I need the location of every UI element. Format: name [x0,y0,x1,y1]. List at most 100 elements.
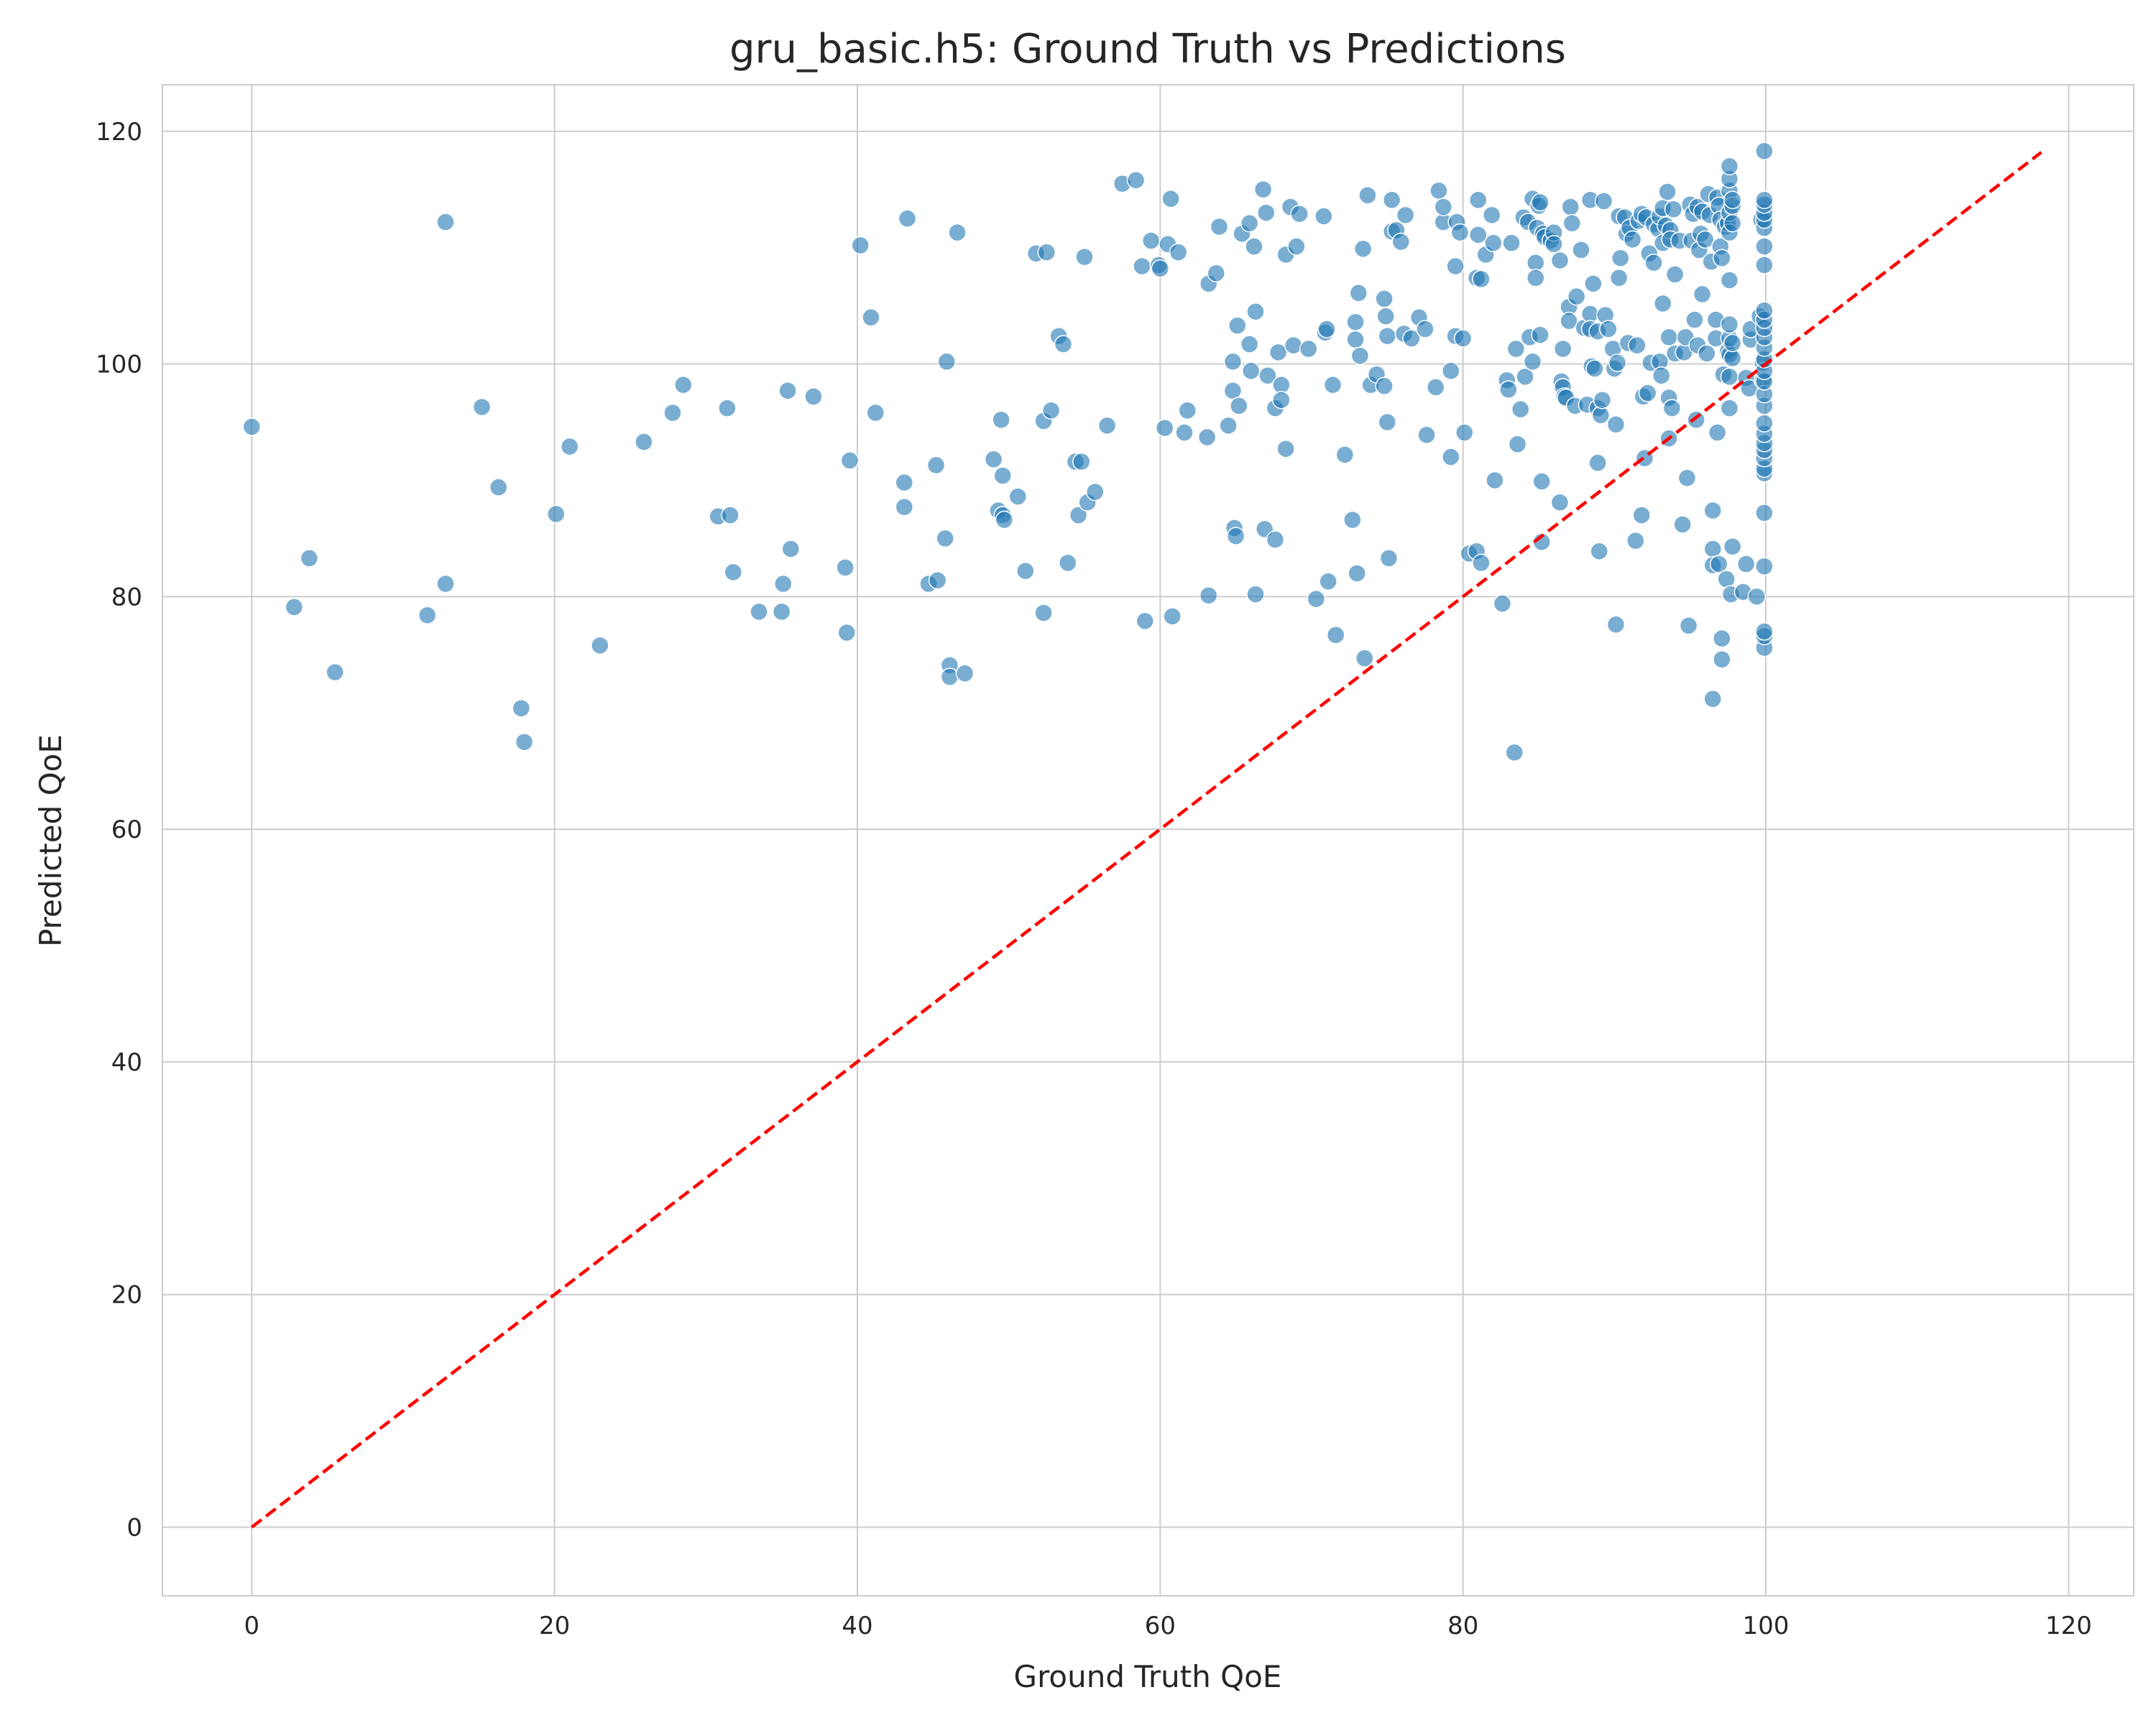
x-tick-label: 60 [1145,1612,1176,1640]
scatter-point [1606,415,1626,434]
scatter-point [1299,339,1318,359]
scatter-point [1450,223,1470,242]
scatter-point [1326,626,1345,644]
scatter-point [635,433,653,451]
scatter-point [1755,622,1774,641]
y-axis-label: Predicted QoE [33,734,68,947]
scatter-point [436,213,455,231]
scatter-point [836,558,854,577]
scatter-point [1219,416,1238,435]
scatter-point [1442,361,1460,381]
scatter-point [1485,471,1504,490]
scatter-point [837,623,857,642]
scatter-point [1375,376,1393,396]
scatter-point [1720,315,1739,334]
scatter-point [1133,257,1151,276]
scatter-point [1628,336,1646,355]
scatter-point [993,466,1013,485]
tick-labels: 0 20 40 60 80 100 120 0 20 40 60 80 100 120 [96,118,2092,1640]
scatter-point [1720,271,1739,290]
scatter-point [724,563,742,582]
scatter-point [1086,482,1105,502]
scatter-point [1016,561,1035,581]
scatter-point [1608,354,1627,372]
scatter-point [1499,380,1518,399]
scatter-point [804,387,823,406]
scatter-point [1323,375,1342,394]
scatter-point [1034,604,1053,622]
scatter-point [1207,264,1226,283]
scatter-point [1472,553,1491,573]
scatter-point [1755,190,1774,210]
scatter-point [1723,333,1742,353]
scatter-point [1523,352,1542,371]
scatter-point [472,397,492,417]
scatter-point [436,574,455,593]
scatter-point [1591,406,1611,425]
scatter-point [1720,399,1739,417]
scatter-point [1720,157,1739,176]
scatter-point [1703,690,1723,708]
scatter-point [547,504,566,524]
scatter-point [1469,226,1488,244]
scatter-point [1692,285,1712,304]
scatter-point [1054,335,1073,354]
scatter-point [1599,320,1618,338]
y-tick-label: 60 [111,816,142,844]
scatter-point [1349,284,1368,302]
scatter-point [995,510,1014,530]
scatter-point [1346,330,1365,349]
scatter-point [840,451,860,470]
scatter-point [984,450,1003,469]
scatter-point [1482,205,1501,225]
scatter-point [1755,557,1774,576]
y-tick-label: 120 [96,118,142,147]
scatter-point [1736,555,1756,573]
scatter-point [1508,435,1527,454]
scatter-point [1257,203,1276,222]
plot-frame [162,84,2134,1597]
scatter-point [1723,213,1742,233]
scatter-point [1230,397,1248,415]
scatter-point [1290,204,1309,223]
scatter-point [1434,198,1453,216]
scatter-point [1585,359,1604,378]
scatter-point [673,375,693,394]
scatter-point [1375,290,1393,308]
scatter-point [1590,542,1609,560]
scatter-point [1703,501,1723,520]
x-tick-label: 0 [244,1612,259,1640]
scatter-point [1588,453,1607,472]
x-tick-label: 80 [1447,1612,1478,1640]
scatter-point [1335,445,1355,464]
scatter-point [750,602,768,622]
scatter-point [591,636,609,655]
scatter-point [1319,572,1337,591]
scatter-point [1266,530,1285,549]
scatter-point [1593,390,1612,410]
scatter-point [1632,506,1651,525]
scatter-point [1072,452,1091,471]
scatter-point [1755,237,1774,256]
scatter-point [1346,313,1365,332]
scatter-point [1402,329,1421,348]
scatter-point [326,662,344,682]
scatter-point [1268,343,1288,362]
scatter-point [1429,181,1448,200]
scatter-point [1126,171,1146,190]
scatter-point [1506,339,1526,359]
scatter-point [851,236,870,255]
scatter-point [1606,615,1626,634]
scatter-point [1226,527,1245,545]
scatter-point [489,478,508,496]
scatter-point [1246,585,1265,604]
scatter-point [1059,553,1077,573]
scatter-point [721,506,740,525]
scatter-point [515,732,534,752]
scatter-point [1560,311,1578,331]
scatter-point [1502,234,1521,252]
scatter-point [1317,320,1336,338]
scatter-point [1662,399,1682,417]
scatter-point [1240,213,1259,233]
